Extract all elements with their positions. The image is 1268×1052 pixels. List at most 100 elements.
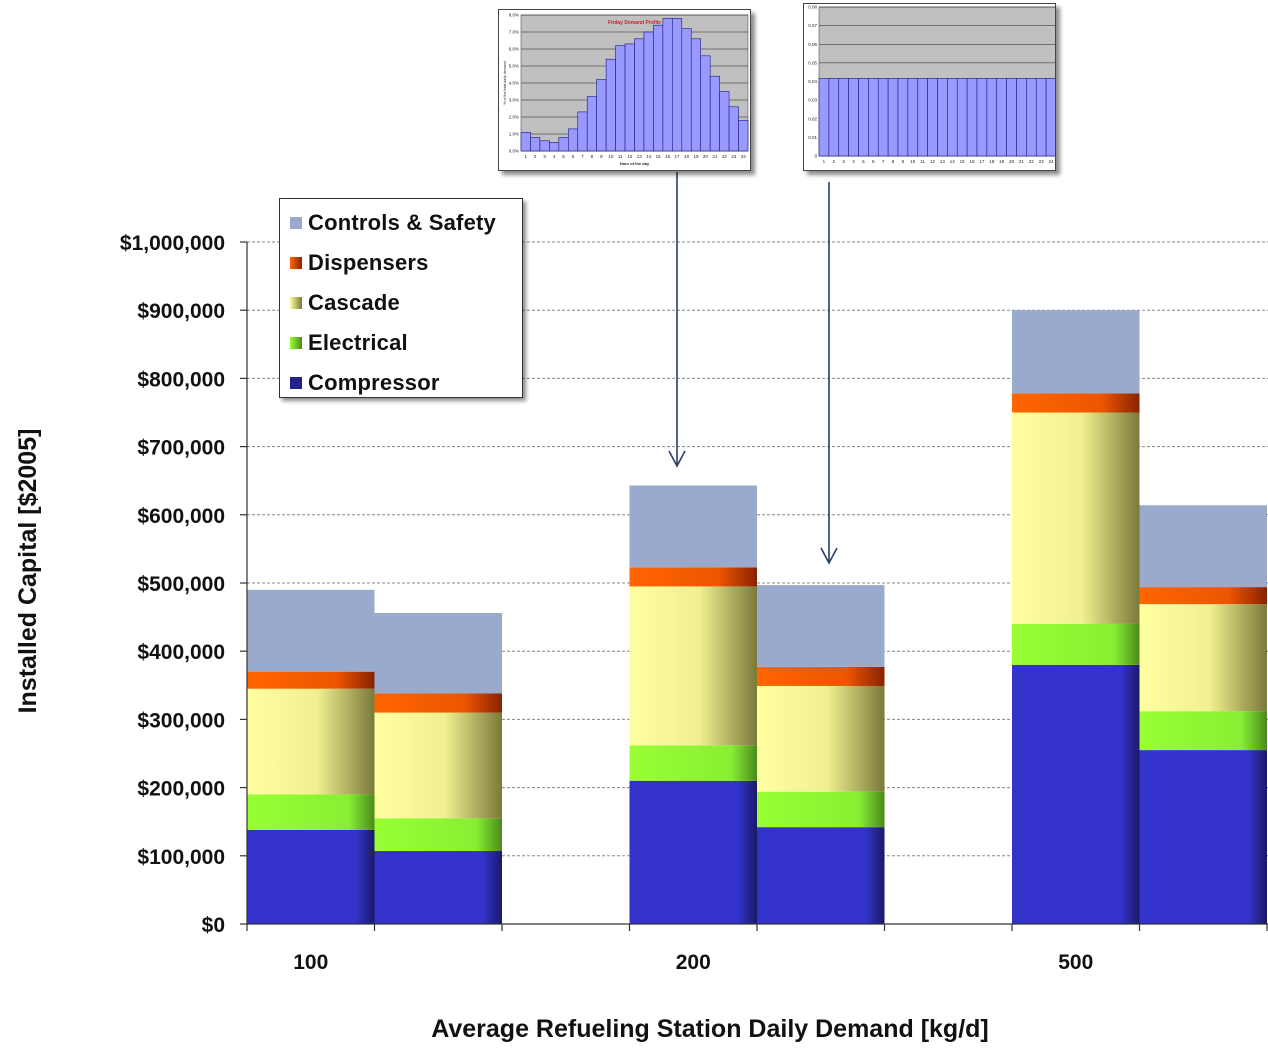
y-tick-label: $600,000 <box>137 505 225 528</box>
inset-bar <box>818 78 830 157</box>
legend-label: Cascade <box>308 290 400 315</box>
inset-bar <box>907 78 919 157</box>
inset-x-tick-label: 22 <box>722 154 728 159</box>
y-tick-label: $1,000,000 <box>120 232 225 255</box>
inset-bar <box>976 78 988 157</box>
inset-x-tick-label: 20 <box>703 154 709 159</box>
inset-bar <box>838 78 849 157</box>
bar-segment-dispensers <box>374 693 502 713</box>
inset-x-tick-label: 6 <box>572 154 575 159</box>
inset-x-tick-label: 12 <box>930 159 936 164</box>
legend-label: Controls & Safety <box>308 210 496 235</box>
inset-bar <box>937 78 948 157</box>
inset-bar <box>1045 78 1057 157</box>
inset-bar <box>653 24 664 152</box>
inset-x-tick-label: 11 <box>618 154 623 159</box>
inset-x-tick-label: 18 <box>684 154 690 159</box>
inset-x-tick-label: 2 <box>833 159 836 164</box>
legend-item-controls-safety: Controls & Safety <box>280 203 522 243</box>
x-tick-label: 200 <box>676 951 711 974</box>
inset-bar <box>738 120 749 152</box>
inset-x-tick-label: 3 <box>842 159 845 164</box>
inset-bar <box>577 111 588 152</box>
bar-segment-compressor <box>1012 664 1140 924</box>
inset-x-tick-label: 15 <box>656 154 662 159</box>
legend-swatch <box>290 257 302 269</box>
inset-x-tick-label: 23 <box>1039 159 1045 164</box>
legend-item-electrical: Electrical <box>280 323 522 363</box>
inset-chart-friday-demand: 0.0% 1.0% 2.0% 3.0% 4.0% 5.0% 6.0% 7.0% 8.0% 1 2 3 4… <box>498 9 751 171</box>
legend-swatch <box>290 297 302 309</box>
inset-x-tick-label: 16 <box>665 154 671 159</box>
inset-bar <box>662 18 673 152</box>
inset-bar <box>927 78 938 157</box>
bar-segment-electrical <box>1139 711 1267 751</box>
inset-bar <box>624 43 635 152</box>
bar-segment-cascade <box>247 688 375 795</box>
bar-segment-cascade <box>374 712 502 819</box>
inset-bar <box>868 78 879 157</box>
bar-segment-compressor <box>629 780 757 924</box>
bar-segment-electrical <box>1012 623 1140 665</box>
inset-x-tick-label: 11 <box>920 159 925 164</box>
y-tick-label: $700,000 <box>137 437 225 460</box>
inset-bar <box>681 28 692 152</box>
inset-bar <box>643 31 654 152</box>
bar-segment-electrical <box>374 818 502 852</box>
bar-segment-dispensers <box>1139 587 1267 605</box>
y-tick-label: $300,000 <box>137 709 225 732</box>
inset-x-tick-label: 10 <box>910 159 916 164</box>
bar-segment-cascade <box>1139 604 1267 712</box>
x-axis-title: Average Refueling Station Daily Demand [… <box>431 1015 989 1043</box>
bar-segment-controls-safety <box>629 485 757 568</box>
inset-x-tick-label: 2 <box>534 154 537 159</box>
bar-segment-cascade <box>629 586 757 746</box>
inset-bar <box>709 75 720 152</box>
inset-bar <box>966 78 978 157</box>
bar-segment-cascade <box>757 685 885 792</box>
inset-bar <box>1026 78 1037 157</box>
inset-bar <box>1016 78 1027 157</box>
inset-x-tick-label: 14 <box>646 154 652 159</box>
inset-y-tick-label: 0 <box>814 154 817 159</box>
inset-x-tick-label: 21 <box>712 154 718 159</box>
inset-x-tick-label: 4 <box>553 154 556 159</box>
bar-segment-dispensers <box>629 567 757 587</box>
inset-y-tick-label: 7.0% <box>509 30 519 35</box>
bar-segment-electrical <box>629 745 757 781</box>
bar-segment-electrical <box>247 794 375 830</box>
inset-bar <box>719 91 730 152</box>
inset-x-tick-label: 20 <box>1009 159 1015 164</box>
inset-x-tick-label: 19 <box>693 154 699 159</box>
inset-bar <box>530 137 541 152</box>
inset-bar <box>549 142 560 152</box>
bar-segment-compressor <box>247 829 375 924</box>
bar-segment-dispensers <box>757 666 885 686</box>
bar-segment-dispensers <box>247 671 375 689</box>
inset-y-tick-label: 0.06 <box>808 42 817 47</box>
inset-x-axis-title: Hour of the day <box>620 161 650 166</box>
legend-item-cascade: Cascade <box>280 283 522 323</box>
inset-bar <box>615 45 626 152</box>
inset-y-tick-label: 2.0% <box>509 115 519 120</box>
bar-segment-compressor <box>374 851 502 924</box>
legend-swatch <box>290 377 302 389</box>
inset-bar <box>586 96 597 152</box>
inset-x-tick-label: 9 <box>902 159 905 164</box>
bar-segment-cascade <box>1012 412 1140 624</box>
inset-x-tick-label: 17 <box>979 159 985 164</box>
inset-y-tick-label: 0.08 <box>808 5 817 10</box>
inset-x-tick-label: 6 <box>872 159 875 164</box>
inset-x-tick-label: 13 <box>940 159 946 164</box>
inset-x-tick-label: 5 <box>562 154 565 159</box>
y-tick-label: $200,000 <box>137 778 225 801</box>
inset-bar <box>947 78 958 157</box>
bar-segment-electrical <box>757 791 885 828</box>
legend-swatch <box>290 217 302 229</box>
inset-bar <box>558 137 569 152</box>
arrow-head-2 <box>820 547 838 565</box>
inset-x-tick-label: 24 <box>741 154 747 159</box>
inset-x-tick-label: 24 <box>1049 159 1055 164</box>
x-tick-label: 100 <box>293 951 328 974</box>
inset-x-tick-label: 3 <box>543 154 546 159</box>
